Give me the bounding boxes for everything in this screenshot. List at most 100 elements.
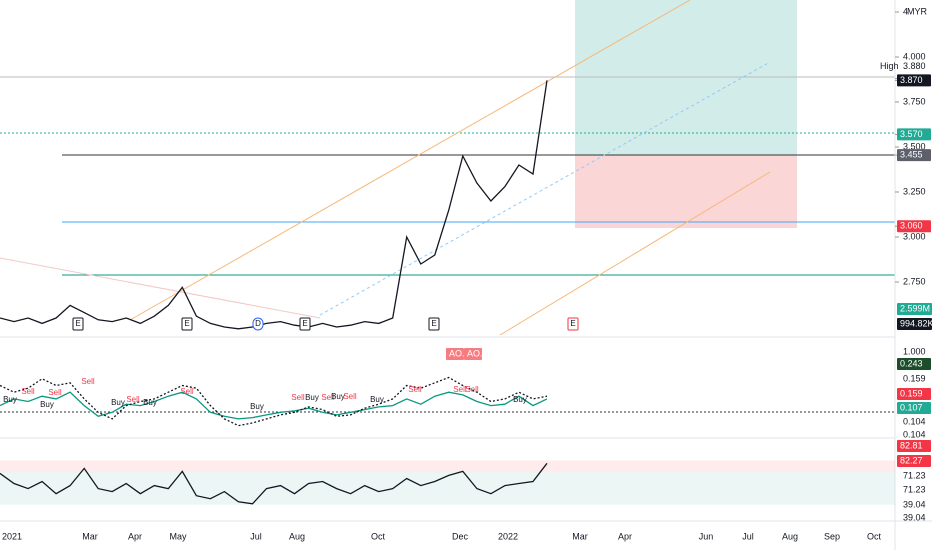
signal-label: Sell xyxy=(291,393,305,402)
signal-label: Sell xyxy=(81,377,95,386)
rsi-label-box xyxy=(897,455,931,467)
volume-label-box xyxy=(897,303,932,315)
event-label: E xyxy=(302,319,307,328)
y-tick-label: 3.000 xyxy=(903,231,926,241)
signal-label: Buy xyxy=(250,402,264,411)
x-tick-label: Jul xyxy=(250,531,262,541)
signal-label: Sell xyxy=(48,388,62,397)
level-label-box xyxy=(897,149,931,162)
signal-label: Buy xyxy=(3,395,17,404)
level-label-box xyxy=(897,220,931,233)
signal-label: Sell xyxy=(343,392,357,401)
signal-label: Buy xyxy=(40,400,54,409)
event-box xyxy=(181,317,193,331)
event-box xyxy=(252,317,264,331)
y-tick-label: 4.000 xyxy=(903,51,926,61)
currency: MYR xyxy=(907,6,928,16)
rsi-label: 39.04 xyxy=(903,499,926,509)
level-label: 3.455 xyxy=(900,149,923,159)
x-tick-label: Aug xyxy=(289,531,305,541)
x-tick-label: 2022 xyxy=(498,531,518,541)
neutral-band xyxy=(0,472,895,505)
volume-label: 2.599M xyxy=(900,303,930,313)
signal-label: Sell xyxy=(21,387,35,396)
rsi-label: 71.23 xyxy=(903,484,926,494)
level-label-box xyxy=(897,74,931,87)
overbought-band xyxy=(0,460,895,473)
level-tag: High xyxy=(880,61,899,71)
alert-label: AO.5 xyxy=(449,348,470,358)
alert-label-box xyxy=(464,348,482,360)
trend-line xyxy=(0,257,321,319)
y-tick-label: 3.250 xyxy=(903,186,926,196)
indicator-label: 1.000 xyxy=(903,346,926,356)
rsi-label: 82.27 xyxy=(900,455,923,465)
x-tick-label: Jun xyxy=(699,531,714,541)
event-label: E xyxy=(431,319,436,328)
signal-label: Sell xyxy=(408,385,422,394)
x-tick-label: Aug xyxy=(782,531,798,541)
level-label: 3.570 xyxy=(900,129,923,139)
signal-label: Sell xyxy=(321,393,335,402)
oscillator-line xyxy=(0,391,548,420)
x-tick-label: Jul xyxy=(742,531,754,541)
rsi-label: 82.81 xyxy=(900,440,923,450)
x-tick-label: Apr xyxy=(128,531,142,541)
event-label: D xyxy=(255,319,261,328)
x-tick-label: Apr xyxy=(618,531,632,541)
signal-label: Buy xyxy=(143,398,157,407)
signal-label: Buy xyxy=(305,393,319,402)
x-tick-label: 2021 xyxy=(2,531,22,541)
trend-line xyxy=(319,61,771,316)
event-label: E xyxy=(570,319,575,328)
indicator-label-box xyxy=(897,388,931,400)
event-box xyxy=(428,317,440,331)
y-tick-label: 3.750 xyxy=(903,96,926,106)
x-tick-label: Mar xyxy=(572,531,588,541)
rsi-line xyxy=(0,462,548,505)
event-box xyxy=(299,317,311,331)
indicator-label-box xyxy=(897,402,931,414)
y-tick-label: 4 xyxy=(903,6,908,16)
x-tick-label: Dec xyxy=(452,531,469,541)
signal-label: Sell xyxy=(465,385,479,394)
rsi-label: 71.23 xyxy=(903,470,926,480)
event-box xyxy=(567,317,579,331)
level-label: 3.060 xyxy=(900,221,923,231)
signal-label: Sell xyxy=(126,395,140,404)
indicator-label: 0.159 xyxy=(900,388,923,398)
level-label-box xyxy=(897,128,931,141)
y-tick-label: 3.500 xyxy=(903,141,926,151)
level-label: 3.880 xyxy=(903,61,926,71)
x-tick-label: Mar xyxy=(82,531,98,541)
alert-label-box xyxy=(446,348,464,360)
x-tick-label: Oct xyxy=(867,531,882,541)
signal-label: Buy xyxy=(331,392,345,401)
level-label: 3.870 xyxy=(900,75,923,85)
x-tick-label: Oct xyxy=(371,531,386,541)
x-tick-label: May xyxy=(169,531,187,541)
event-box xyxy=(72,317,84,331)
rsi-label: 39.04 xyxy=(903,512,926,522)
channel-line xyxy=(499,171,771,336)
price-line xyxy=(0,80,548,330)
indicator-label: 0.159 xyxy=(903,373,926,383)
stop-zone xyxy=(575,155,797,228)
volume-label: 994.82K xyxy=(900,318,932,328)
signal-label: Sell xyxy=(453,385,467,394)
signal-label: Sell xyxy=(180,387,194,396)
indicator-label: 0.107 xyxy=(900,402,923,412)
event-label: E xyxy=(75,319,80,328)
volume-label-box xyxy=(897,318,932,330)
y-tick-label: 2.750 xyxy=(903,276,926,286)
event-label: E xyxy=(184,319,189,328)
indicator-label-box xyxy=(897,358,931,370)
indicator-label: 0.104 xyxy=(903,416,926,426)
signal-label: Buy xyxy=(513,395,527,404)
oscillator-line xyxy=(0,376,548,427)
channel-line xyxy=(129,0,691,321)
x-tick-label: Sep xyxy=(824,531,840,541)
alert-label: AO.5 xyxy=(467,348,488,358)
rsi-label-box xyxy=(897,440,931,452)
